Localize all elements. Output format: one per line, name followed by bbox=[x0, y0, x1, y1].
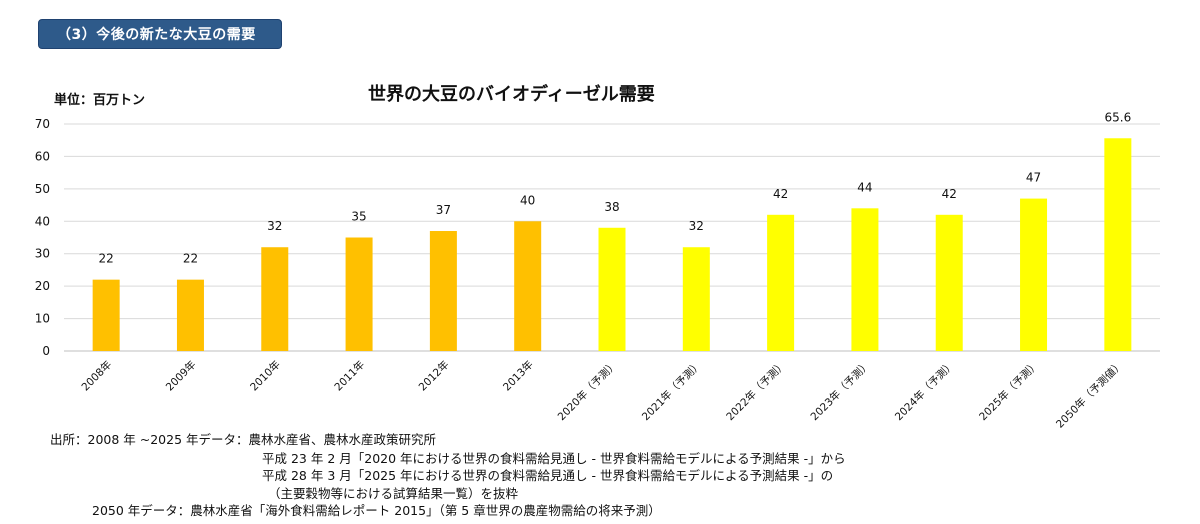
bar bbox=[429, 231, 457, 351]
chart-title: 世界の大豆のバイオディーゼル需要 bbox=[368, 84, 655, 105]
data-label: 42 bbox=[773, 187, 788, 201]
bar bbox=[598, 227, 626, 351]
data-label: 42 bbox=[942, 187, 957, 201]
bar-chart: 0 10 20 30 40 50 60 70 22 2008年 22 2009年 32 2010年 35 20… bbox=[35, 110, 1160, 431]
data-label: 38 bbox=[604, 200, 619, 214]
y-tick-label: 60 bbox=[35, 149, 50, 163]
x-tick-label: 2011年 bbox=[332, 358, 368, 394]
x-tick-label: 2009年 bbox=[163, 358, 199, 394]
source-line-2: 平成 23 年 2 月「2020 年における世界の食料需給見通し - 世界食料需… bbox=[262, 451, 846, 466]
section-heading: （3）今後の新たな大豆の需要 bbox=[38, 19, 282, 49]
y-tick-label: 50 bbox=[35, 182, 50, 196]
data-label: 35 bbox=[351, 210, 366, 224]
source-line-1: 出所：2008 年 ~2025 年データ：農林水産省、農林水産政策研究所 bbox=[50, 432, 437, 447]
x-tick-label: 2022年（予測） bbox=[724, 358, 789, 423]
x-tick-label: 2050年（予測値） bbox=[1053, 358, 1126, 431]
bar bbox=[514, 221, 542, 351]
y-tick-label: 40 bbox=[35, 214, 50, 228]
x-tick-label: 2012年 bbox=[416, 358, 452, 394]
data-label: 22 bbox=[99, 252, 114, 266]
data-label: 44 bbox=[857, 180, 872, 194]
data-label: 32 bbox=[689, 219, 704, 233]
y-tick-label: 30 bbox=[35, 247, 50, 261]
data-label: 47 bbox=[1026, 171, 1041, 185]
bar bbox=[1104, 138, 1132, 351]
data-label: 37 bbox=[436, 203, 451, 217]
source-line-3: 平成 28 年 3 月「2025 年における世界の食料需給見通し - 世界食料需… bbox=[262, 468, 834, 483]
x-tick-label: 2013年 bbox=[500, 358, 536, 394]
source-line-5: 2050 年データ：農林水産省「海外食料需給レポート 2015」（第 5 章世界… bbox=[92, 503, 661, 518]
bar bbox=[851, 208, 879, 351]
x-tick-label: 2021年（予測） bbox=[639, 358, 704, 423]
x-tick-label: 2024年（予測） bbox=[892, 358, 957, 423]
x-tick-label: 2010年 bbox=[247, 358, 283, 394]
data-label: 22 bbox=[183, 252, 198, 266]
bar bbox=[935, 214, 963, 351]
y-tick-label: 20 bbox=[35, 279, 50, 293]
y-tick-label: 70 bbox=[35, 117, 50, 131]
x-tick-label: 2023年（予測） bbox=[808, 358, 873, 423]
data-label: 40 bbox=[520, 193, 535, 207]
source-line-4: （主要穀物等における試算結果一覧）を抜粋 bbox=[268, 486, 519, 501]
bar bbox=[345, 237, 373, 351]
x-tick-label: 2008年 bbox=[79, 358, 115, 394]
bar bbox=[176, 279, 204, 351]
y-tick-label: 0 bbox=[42, 344, 50, 358]
data-label: 65.6 bbox=[1104, 110, 1131, 124]
unit-label: 単位：百万トン bbox=[54, 93, 146, 108]
y-tick-label: 10 bbox=[35, 312, 50, 326]
data-label: 32 bbox=[267, 219, 282, 233]
bar bbox=[1020, 198, 1048, 351]
bar bbox=[682, 247, 710, 351]
x-tick-label: 2020年（予測） bbox=[555, 358, 620, 423]
bar bbox=[92, 279, 120, 351]
x-tick-label: 2025年（予測） bbox=[976, 358, 1041, 423]
bar bbox=[767, 214, 795, 351]
bar bbox=[261, 247, 289, 351]
